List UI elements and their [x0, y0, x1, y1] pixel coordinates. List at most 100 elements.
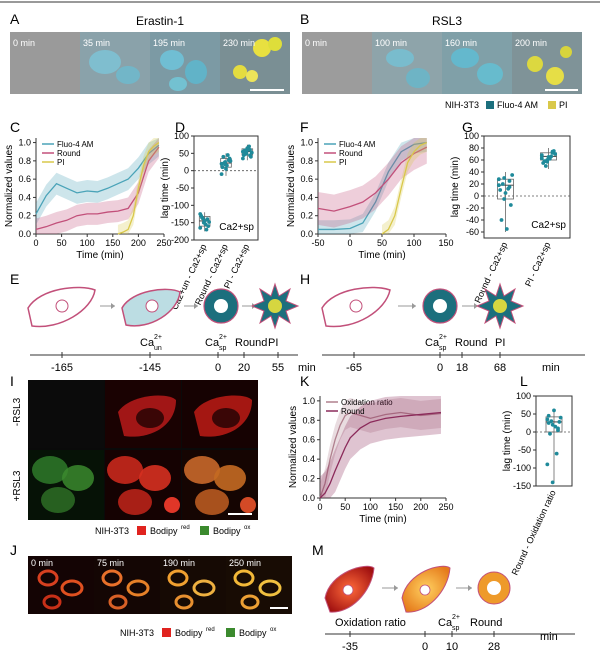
- legend-red-swatch: [162, 628, 171, 637]
- series-line-1: [319, 411, 442, 499]
- legend-label: Fluo-4 AM: [339, 140, 376, 149]
- legend-red-label: Bodipy: [150, 526, 178, 536]
- y-tick-label: 0.0: [18, 229, 31, 239]
- panel-b-title: RSL3: [432, 14, 462, 28]
- series-line-0: [318, 141, 427, 231]
- timeline-tick: 0: [422, 641, 428, 653]
- frame-label: 0 min: [305, 38, 327, 48]
- data-point: [244, 149, 249, 154]
- series-line-1: [35, 146, 160, 231]
- panel-letter-c: C: [10, 119, 20, 135]
- panel-letter-h: H: [300, 271, 310, 287]
- y-tick-label: -60: [466, 227, 479, 237]
- data-point: [225, 153, 230, 157]
- x-tick-label: -50: [311, 238, 324, 248]
- timeline-unit: min: [542, 362, 560, 374]
- legend-green-swatch: [200, 526, 209, 535]
- annotation-label: Ca2+sp: [531, 220, 566, 231]
- frame-label: 230 min: [223, 38, 255, 48]
- timeline-tick: 0: [437, 362, 443, 374]
- y-tick-label: 0.2: [302, 474, 315, 484]
- timeline-tick: -65: [346, 362, 362, 374]
- panel-e-timeline: [30, 352, 298, 358]
- x-tick-label: 0: [347, 238, 352, 248]
- series-band-0: [36, 138, 159, 225]
- label-sup: 2+: [219, 334, 227, 341]
- panel-a-title: Erastin-1: [136, 14, 184, 28]
- x-tick-label: 200: [131, 238, 146, 248]
- panel-letter-j: J: [10, 542, 17, 558]
- legend-fluo-label: Fluo-4 AM: [497, 100, 538, 110]
- x-tick-label: 150: [438, 238, 453, 248]
- category-label: Round - Oxidation ratio: [510, 489, 558, 577]
- frame-label: 0 min: [13, 38, 35, 48]
- series-line-1: [317, 146, 428, 212]
- label-pi: PI: [268, 337, 278, 349]
- data-point: [502, 197, 507, 201]
- data-point: [545, 159, 550, 164]
- y-axis-label: lag time (min): [450, 157, 461, 218]
- data-point: [508, 203, 513, 207]
- data-point: [549, 154, 554, 159]
- y-tick-label: 100: [516, 391, 531, 401]
- legend-label: Round: [341, 407, 365, 416]
- y-tick-label: 1.0: [18, 138, 31, 148]
- y-tick-label: -20: [466, 203, 479, 213]
- y-axis-label: Normalized values: [288, 406, 299, 488]
- legend-i: NIH-3T3 Bodipy red Bodipy ox: [95, 525, 250, 536]
- timeline-tick: -35: [342, 641, 358, 653]
- data-point: [198, 225, 203, 230]
- legend-cell-line: NIH-3T3: [445, 100, 479, 110]
- data-point: [556, 428, 560, 433]
- legend-fluo-swatch: [486, 101, 494, 109]
- data-point: [496, 183, 501, 188]
- y-tick-label: -150: [171, 218, 189, 228]
- y-tick-label: 0.8: [300, 156, 313, 166]
- data-point: [498, 188, 503, 192]
- panel-letter-a: A: [10, 11, 20, 27]
- legend-cell-line: NIH-3T3: [120, 628, 154, 638]
- data-point: [553, 152, 558, 156]
- label-ca-sp: Ca: [425, 337, 440, 349]
- y-tick-label: 0.2: [18, 211, 31, 221]
- legend-green-label: Bodipy: [239, 628, 267, 638]
- data-point: [496, 177, 501, 182]
- data-point: [223, 162, 228, 167]
- data-point: [548, 431, 552, 436]
- y-tick-label: 20: [469, 179, 479, 189]
- label-round: Round: [455, 337, 487, 349]
- label-round: Round: [470, 617, 502, 629]
- y-tick-label: 1.0: [300, 138, 313, 148]
- data-point: [224, 167, 228, 171]
- data-point: [500, 182, 505, 186]
- data-point: [507, 179, 512, 183]
- annotation-label: Ca2+sp: [219, 222, 254, 233]
- y-tick-label: 0: [474, 191, 479, 201]
- series-band-2: [382, 138, 427, 234]
- data-point: [539, 156, 544, 161]
- x-tick-label: 0: [317, 502, 322, 512]
- y-axis-label: Normalized values: [286, 145, 297, 227]
- y-tick-label: 0.0: [302, 493, 315, 503]
- y-tick-label: 50: [521, 409, 531, 419]
- data-point: [507, 185, 512, 189]
- series-line-0: [35, 144, 160, 215]
- legend-label: Round: [339, 149, 363, 158]
- label-ca-sp: Ca: [438, 617, 453, 629]
- frame-label: 0 min: [31, 558, 53, 568]
- y-axis-label: lag time (min): [160, 158, 171, 219]
- series-band-1: [318, 138, 427, 228]
- data-point: [240, 156, 245, 161]
- timeline-tick: 68: [494, 362, 506, 374]
- series-line-2: [117, 142, 160, 235]
- legend-label: Round: [57, 149, 81, 158]
- timeline-unit: min: [298, 362, 316, 374]
- category-label: PI - Ca2+sp: [523, 241, 552, 289]
- data-point: [549, 419, 554, 424]
- data-point: [247, 144, 252, 149]
- panel-h-timeline: [322, 352, 585, 358]
- y-tick-label: -50: [176, 183, 189, 193]
- legend-red-swatch: [137, 526, 146, 535]
- panel-b-frame-4: [512, 32, 582, 94]
